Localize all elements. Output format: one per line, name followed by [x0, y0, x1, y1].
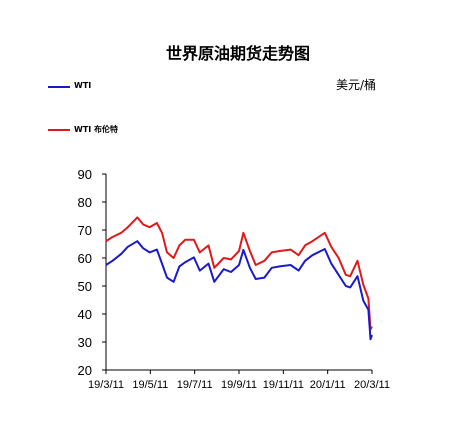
legend-label-wti: WTI [74, 81, 92, 90]
chart-title: 世界原油期货走势图 [165, 44, 310, 63]
y-tick-label: 30 [78, 335, 92, 350]
x-tick-label: 20/1/11 [310, 379, 346, 391]
y-tick-label: 50 [78, 279, 92, 294]
x-tick-label: 20/3/11 [354, 379, 390, 391]
legend-swatch-brent [48, 129, 70, 131]
legend-swatch-wti [48, 86, 70, 88]
y-tick-label: 40 [78, 307, 92, 322]
y-tick-label: 70 [78, 223, 92, 238]
x-tick-label: 19/9/11 [221, 379, 257, 391]
series-line-brent [105, 216, 373, 331]
y-tick-label: 60 [78, 251, 92, 266]
x-tick-label: 19/5/11 [132, 379, 168, 391]
unit-label: 美元/桶 [336, 78, 377, 92]
y-tick-label: 20 [78, 363, 92, 378]
x-tick-label: 19/3/11 [88, 379, 124, 391]
legend-label-brent: WTI 布伦特 [74, 125, 119, 134]
y-tick-label: 90 [78, 167, 92, 182]
x-tick-label: 19/11/11 [263, 379, 304, 391]
y-tick-label: 80 [78, 195, 92, 210]
x-tick-label: 19/7/11 [177, 379, 213, 391]
series-line-wti [105, 240, 373, 341]
